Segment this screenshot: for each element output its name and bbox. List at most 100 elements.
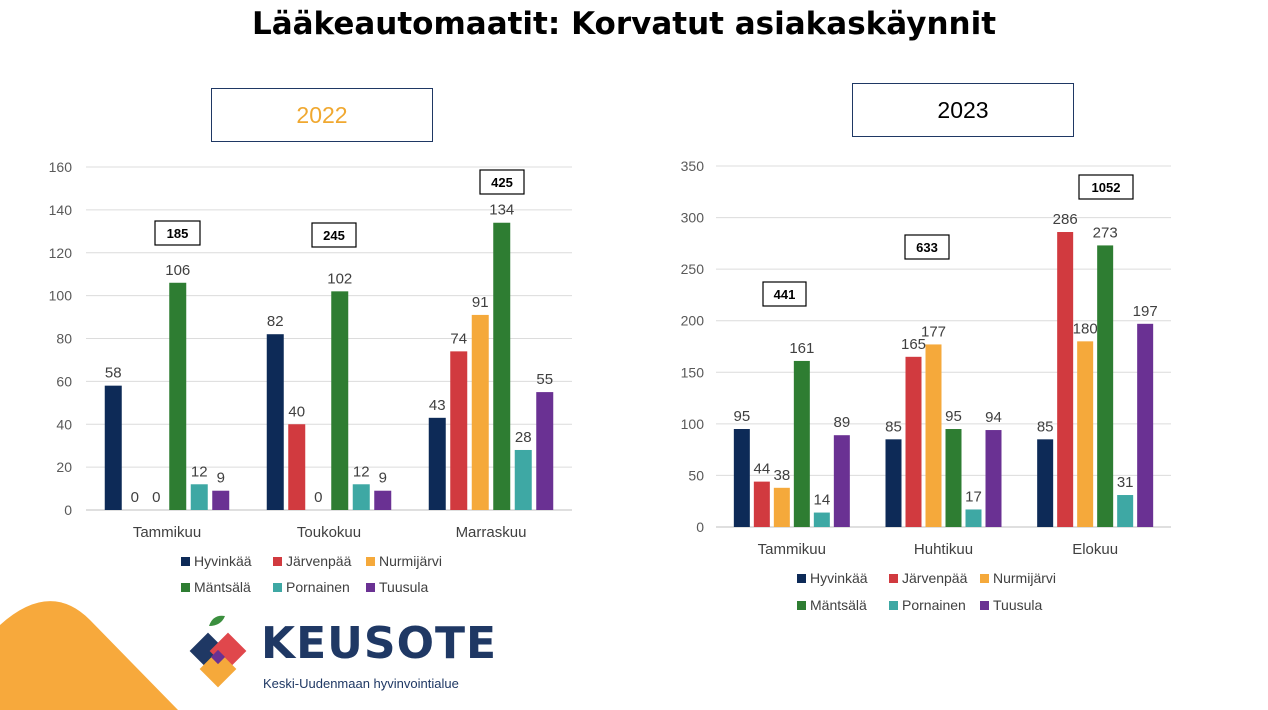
y-tick-label: 50 (688, 467, 704, 483)
y-tick-label: 40 (56, 416, 72, 432)
legend-label: Tuusula (993, 597, 1043, 613)
bar (190, 484, 208, 510)
bar (493, 222, 511, 511)
bar (331, 291, 349, 510)
data-label: 43 (429, 397, 446, 414)
y-tick-label: 200 (681, 313, 705, 329)
x-tick-label: Tammikuu (133, 524, 201, 541)
legend-label: Mäntsälä (194, 579, 251, 595)
total-box (1078, 174, 1134, 200)
y-tick-label: 0 (64, 502, 72, 518)
y-tick-label: 140 (49, 202, 73, 218)
total-box (904, 234, 950, 260)
legend-swatch (797, 601, 806, 610)
legend-swatch (273, 583, 282, 592)
y-tick-label: 80 (56, 331, 72, 347)
bar (925, 344, 942, 527)
data-label: 17 (965, 488, 982, 505)
bar (773, 487, 790, 527)
y-tick-label: 250 (681, 261, 705, 277)
y-tick-label: 100 (49, 288, 73, 304)
legend-swatch (980, 601, 989, 610)
data-label: 9 (379, 470, 387, 487)
data-label: 55 (536, 371, 553, 388)
x-tick-label: Toukokuu (297, 524, 361, 541)
bar (266, 334, 284, 510)
data-label: 273 (1093, 224, 1118, 241)
legend-swatch (181, 583, 190, 592)
bar (428, 417, 446, 510)
bar (753, 481, 770, 527)
bar (352, 484, 370, 510)
total-label: 425 (491, 175, 513, 190)
bar (793, 360, 810, 527)
data-label: 74 (450, 330, 467, 347)
data-label: 9 (217, 470, 225, 487)
legend-label: Hyvinkää (810, 570, 868, 586)
data-label: 94 (985, 409, 1002, 426)
data-label: 89 (833, 414, 850, 431)
bar (1057, 232, 1074, 528)
data-label: 40 (288, 403, 305, 420)
data-label: 58 (105, 365, 122, 382)
data-label: 85 (1037, 418, 1054, 435)
data-label: 12 (353, 463, 370, 480)
total-label: 185 (167, 226, 189, 241)
y-tick-label: 120 (49, 245, 73, 261)
bar (813, 512, 830, 527)
bar (288, 424, 306, 510)
legend-swatch (889, 574, 898, 583)
bar (985, 430, 1002, 527)
total-box (154, 220, 201, 246)
x-tick-label: Elokuu (1072, 541, 1118, 558)
logo-wordmark: KEUSOTE (261, 618, 498, 669)
data-label: 85 (885, 418, 902, 435)
legend-label: Järvenpää (286, 553, 352, 569)
y-tick-label: 20 (56, 459, 72, 475)
total-label: 633 (916, 240, 938, 255)
data-label: 14 (813, 492, 830, 509)
bar (1117, 495, 1134, 527)
data-label: 165 (901, 336, 926, 353)
data-label: 44 (753, 461, 770, 478)
data-label: 95 (945, 408, 962, 425)
data-label: 0 (314, 489, 322, 506)
bar (905, 356, 922, 527)
data-label: 0 (152, 489, 160, 506)
legend-label: Tuusula (379, 579, 429, 595)
legend-swatch (889, 601, 898, 610)
apple-logo-icon (189, 615, 247, 688)
bar (833, 435, 850, 527)
y-tick-label: 300 (681, 210, 705, 226)
legend-swatch (797, 574, 806, 583)
y-tick-label: 150 (681, 364, 705, 380)
bar (965, 509, 982, 527)
data-label: 0 (131, 489, 139, 506)
y-tick-label: 100 (681, 416, 705, 432)
bar (1097, 245, 1114, 528)
bar (104, 385, 122, 510)
chart-title-2022: 2022 (211, 88, 433, 142)
y-tick-label: 0 (696, 519, 704, 535)
y-tick-label: 350 (681, 158, 705, 174)
legend-label: Nurmijärvi (379, 553, 442, 569)
bar (885, 439, 902, 527)
bar (450, 351, 468, 510)
bar (169, 282, 187, 510)
legend-label: Hyvinkää (194, 553, 252, 569)
bar (733, 429, 750, 527)
x-tick-label: Huhtikuu (914, 541, 973, 558)
data-label: 134 (489, 202, 514, 219)
data-label: 28 (515, 429, 532, 446)
keusote-logo: KEUSOTE Keski-Uudenmaan hyvinvointialue (181, 612, 496, 702)
chart-title-2023: 2023 (852, 83, 1074, 137)
data-label: 177 (921, 323, 946, 340)
bar (212, 490, 230, 510)
total-box (479, 169, 525, 195)
legend-swatch (181, 557, 190, 566)
y-tick-label: 60 (56, 373, 72, 389)
data-label: 286 (1053, 211, 1078, 228)
total-label: 245 (323, 228, 345, 243)
bar (514, 449, 532, 510)
